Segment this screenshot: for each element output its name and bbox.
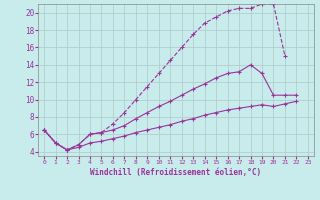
X-axis label: Windchill (Refroidissement éolien,°C): Windchill (Refroidissement éolien,°C) xyxy=(91,168,261,177)
